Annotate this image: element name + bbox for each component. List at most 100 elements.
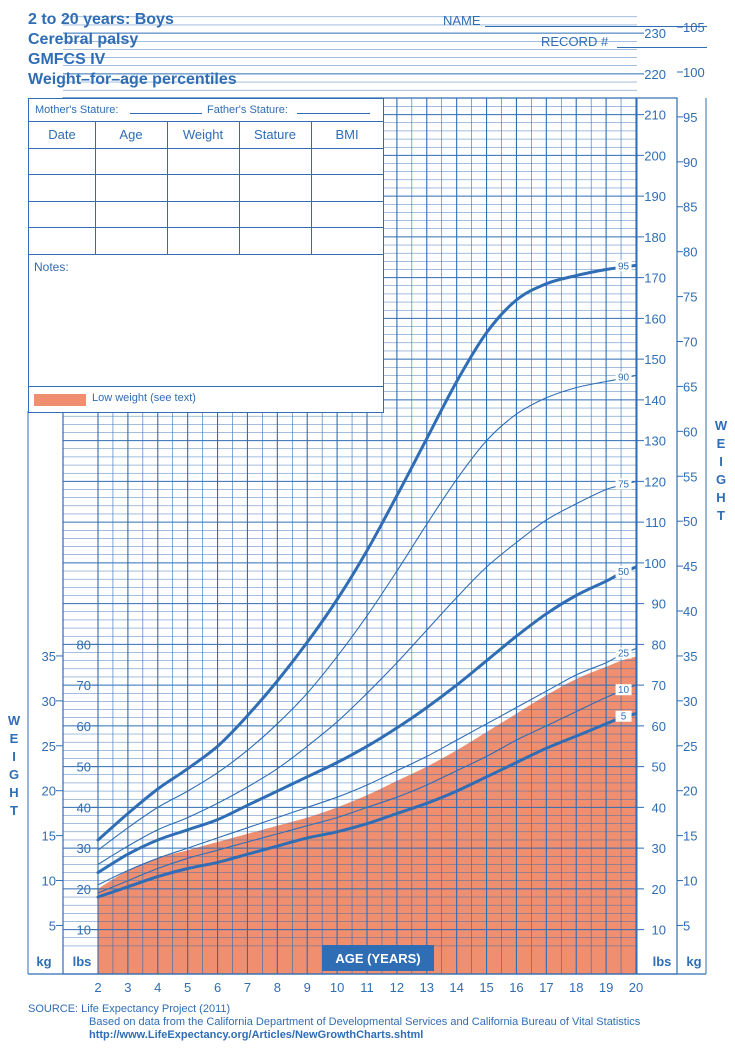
table-row-divider (29, 227, 383, 228)
lbs-right-tick: 130 (644, 434, 666, 449)
x-tick-label: 11 (360, 980, 374, 995)
lbs-right-tick: 80 (652, 637, 666, 652)
percentile-curve-95 (96, 263, 638, 842)
percentile-label-90: 90 (618, 373, 630, 384)
notes-label: Notes: (34, 260, 69, 274)
percentile-label-25: 25 (618, 649, 630, 660)
side-label-left-letter: I (12, 749, 16, 764)
kg-right-tick: 80 (683, 245, 697, 260)
kg-right-tick: 40 (683, 604, 697, 619)
lbs-right-tick: 30 (652, 841, 666, 856)
x-tick-label: 2 (94, 980, 101, 995)
father-stature-field[interactable] (297, 113, 370, 114)
percentile-label-95: 95 (618, 261, 630, 272)
lbs-right-tick: 210 (644, 108, 666, 123)
lbs-right-tick: 160 (644, 311, 666, 326)
lbs-right-tick: 140 (644, 393, 666, 408)
percentile-curve-75 (97, 480, 637, 865)
column-header-stature: Stature (254, 127, 296, 142)
table-col-divider (95, 122, 96, 254)
measurement-grid: Date Age Weight Stature BMI (29, 122, 383, 255)
side-label-right-letter: W (715, 418, 728, 433)
kg-left-tick: 30 (42, 694, 56, 709)
side-label-right-letter: T (717, 508, 725, 523)
kg-left-tick: 5 (49, 918, 56, 933)
low-weight-swatch (34, 394, 86, 406)
source-data-line: Based on data from the California Depart… (89, 1016, 641, 1028)
percentile-curve-90 (97, 374, 637, 851)
x-tick-label: 13 (420, 980, 434, 995)
lbs-right-tick: 170 (644, 271, 666, 286)
x-tick-bg (474, 979, 499, 995)
chart-title-age-range: 2 to 20 years: Boys (28, 11, 174, 28)
percentile-label-75: 75 (618, 479, 630, 490)
lbs-right-tick: 40 (652, 800, 666, 815)
table-col-divider (239, 122, 240, 254)
kg-right-tick: 60 (683, 424, 697, 439)
lbs-right-tick: 50 (652, 760, 666, 775)
kg-right-tick: 20 (683, 784, 697, 799)
x-tick-bg (384, 979, 409, 995)
low-weight-legend-label: Low weight (see text) (92, 392, 196, 404)
x-tick-bg (594, 979, 619, 995)
kg-right-tick: 45 (683, 559, 697, 574)
lbs-right-tick: 20 (652, 882, 666, 897)
x-tick-label: 17 (539, 980, 553, 995)
lbs-left-tick: 40 (77, 800, 91, 815)
kg-right-tick: 100 (683, 65, 705, 80)
percentile-label-bg (615, 566, 632, 578)
x-tick-bg (115, 979, 140, 995)
percentile-curve-5 (96, 712, 638, 899)
kg-right-tick: 5 (683, 918, 690, 933)
notes-field[interactable] (29, 254, 383, 386)
lbs-right-tick: 220 (644, 67, 666, 82)
lbs-right-tick: 90 (652, 597, 666, 612)
parent-stature-row: Mother's Stature: Father's Stature: (29, 99, 383, 122)
percentile-curve-10 (97, 684, 637, 894)
lbs-unit-right: lbs (653, 954, 672, 969)
kg-right-tick: 75 (683, 290, 697, 305)
chart-title-condition: Cerebral palsy (28, 31, 139, 48)
x-tick-label: 6 (214, 980, 221, 995)
lbs-left-tick: 60 (77, 719, 91, 734)
lbs-right-tick: 230 (644, 26, 666, 41)
percentile-curve-25 (97, 647, 637, 886)
name-field[interactable] (485, 26, 707, 27)
lbs-right-tick: 110 (645, 515, 666, 530)
record-field[interactable] (617, 47, 707, 48)
kg-right-tick: 105 (683, 20, 705, 35)
x-tick-bg (265, 979, 290, 995)
kg-right-tick: 50 (683, 514, 697, 529)
father-stature-label: Father's Stature: (207, 104, 288, 116)
chart-title-gmfcs: GMFCS IV (28, 51, 106, 68)
x-tick-label: 19 (599, 980, 613, 995)
kg-left-tick: 35 (42, 649, 56, 664)
percentile-labels: 95 90 75 50 25 10 5 (615, 260, 632, 723)
column-header-weight: Weight (182, 127, 224, 142)
side-label-left-letter: T (10, 803, 18, 818)
lbs-right-tick: 70 (652, 678, 666, 693)
lbs-right-tick: 180 (644, 230, 666, 245)
xlabel-box (322, 945, 434, 971)
x-tick-label: 7 (244, 980, 251, 995)
mother-stature-field[interactable] (130, 113, 202, 114)
x-tick-bg (504, 979, 529, 995)
kg-left-tick: 10 (42, 874, 56, 889)
table-row-divider (29, 148, 383, 149)
kg-right-tick: 95 (683, 110, 697, 125)
source-url[interactable]: http://www.LifeExpectancy.org/Articles/N… (89, 1029, 424, 1041)
side-label-right-letter: E (717, 436, 726, 451)
column-header-bmi: BMI (335, 127, 359, 142)
x-tick-label: 20 (629, 980, 643, 995)
side-label-left-letter: E (10, 731, 19, 746)
lbs-right-tick: 190 (644, 189, 666, 204)
side-label-right-letter: H (716, 490, 725, 505)
side-label-left-letter: W (8, 713, 21, 728)
source-line: SOURCE: Life Expectancy Project (2011) (28, 1003, 231, 1015)
kg-right-tick: 15 (683, 829, 697, 844)
side-label-left-letter: H (9, 785, 18, 800)
kg-unit-right: kg (686, 954, 701, 969)
x-tick-bg (86, 979, 110, 995)
lbs-left-tick: 10 (77, 923, 91, 938)
